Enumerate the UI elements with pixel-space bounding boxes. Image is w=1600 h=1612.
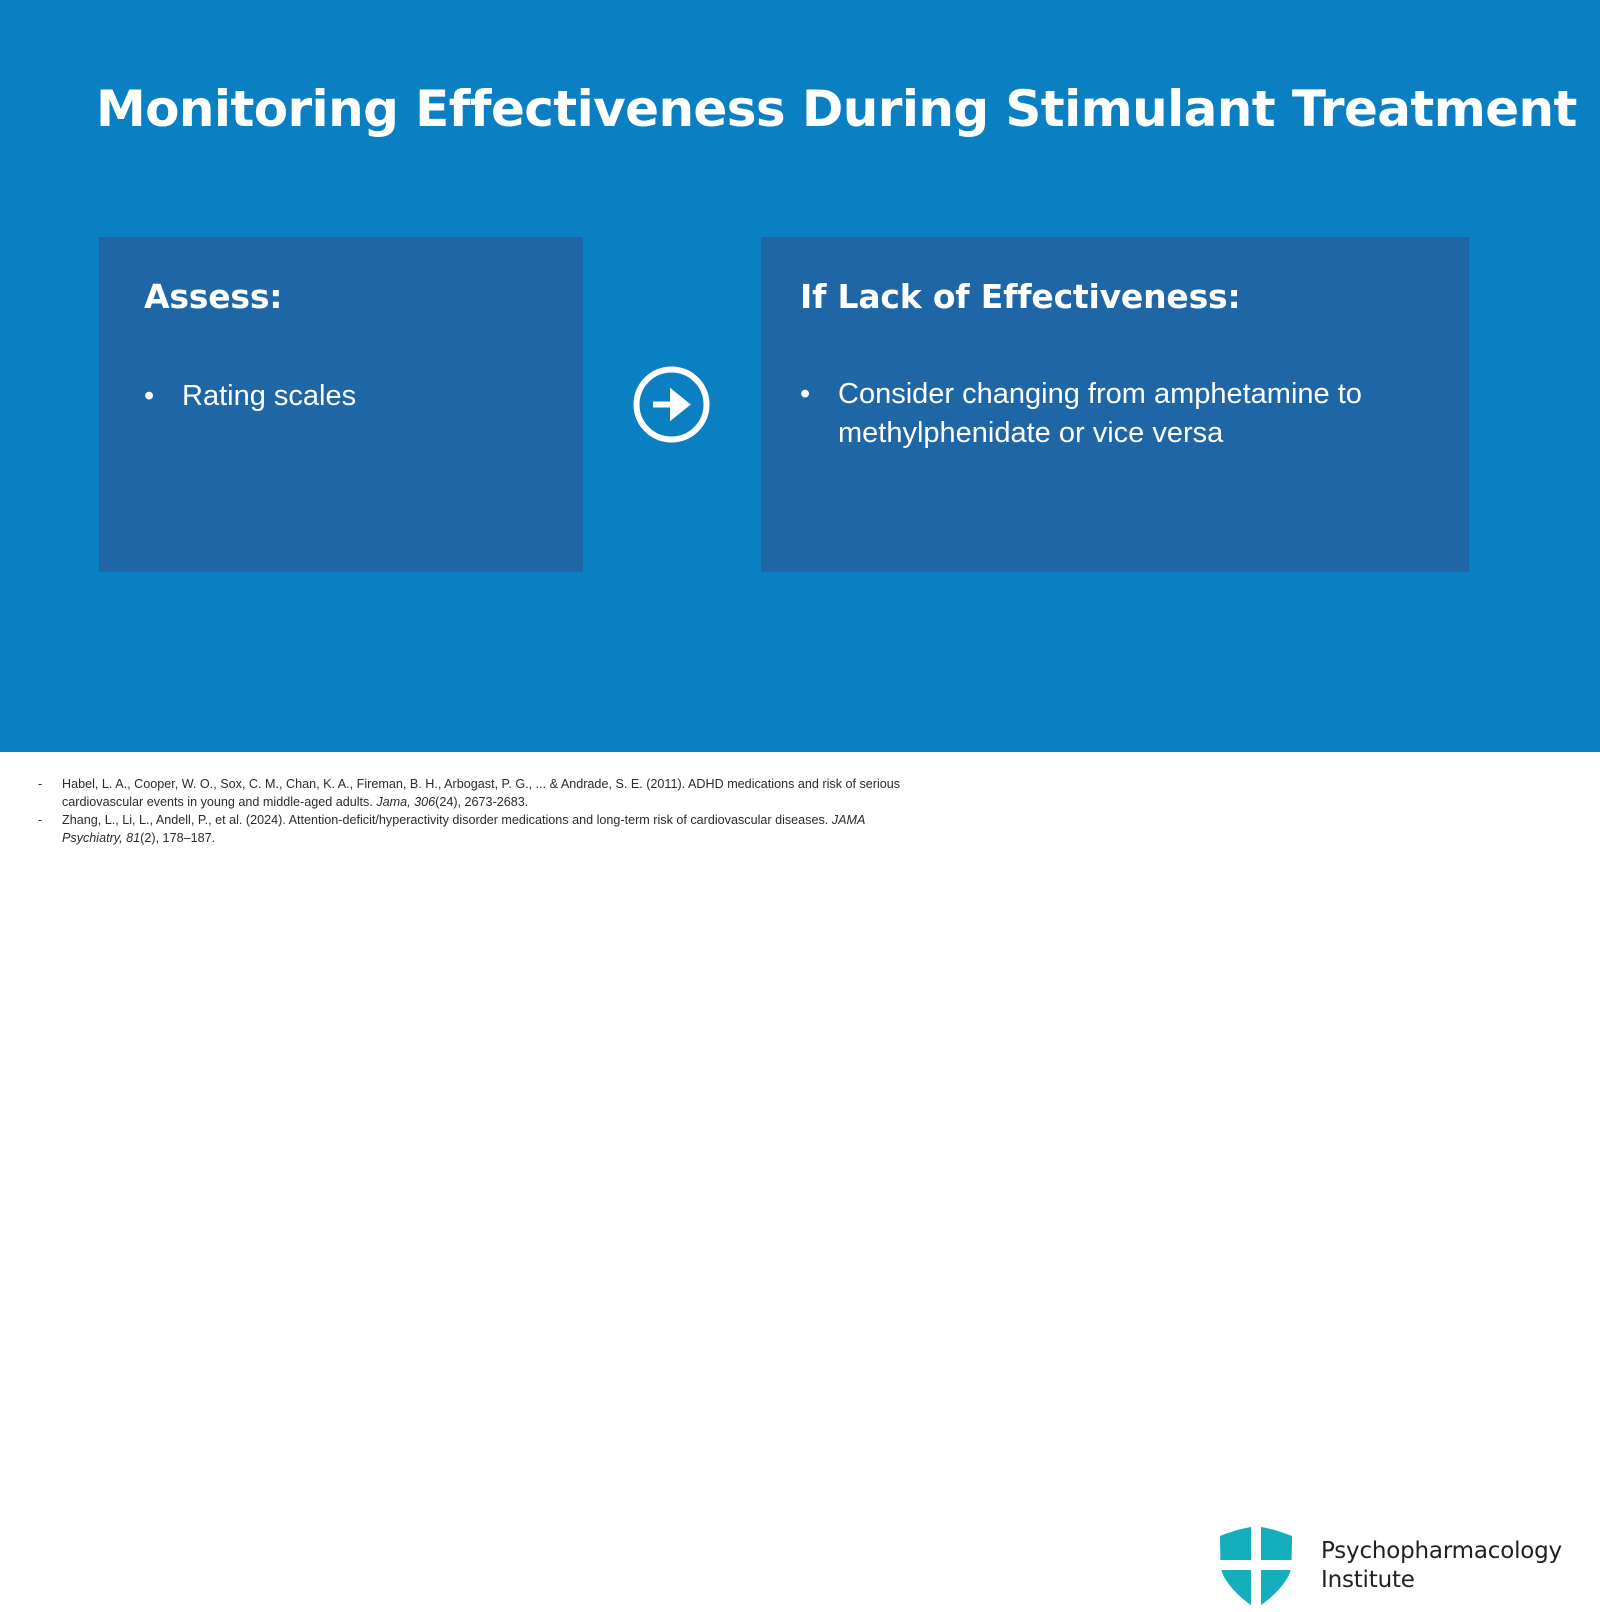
page-title: Monitoring Effectiveness During Stimulan… (96, 79, 1577, 138)
reference-text: Habel, L. A., Cooper, W. O., Sox, C. M.,… (62, 777, 901, 809)
slide-body: Monitoring Effectiveness During Stimulan… (0, 0, 1600, 752)
arrow-right-circle-icon (631, 364, 712, 445)
lack-of-effectiveness-bullet-list: • Consider changing from amphetamine to … (800, 375, 1439, 454)
list-item-label: Consider changing from amphetamine to me… (838, 377, 1362, 450)
slide-footer: - Habel, L. A., Cooper, W. O., Sox, C. M… (0, 752, 1600, 1605)
brand-name-line-2: Institute (1321, 1567, 1415, 1593)
reference-marker: - (38, 812, 43, 827)
lack-of-effectiveness-card-heading: If Lack of Effectiveness: (800, 277, 1241, 316)
bullet-marker-icon: • (800, 377, 811, 410)
brand-name-line-1: Psychopharmacology (1321, 1537, 1562, 1564)
list-item: • Rating scales (144, 377, 549, 416)
brand-logo: Psychopharmacology Institute (1215, 1520, 1562, 1612)
reference-list: - Habel, L. A., Cooper, W. O., Sox, C. M… (38, 776, 918, 848)
assess-card-heading: Assess: (144, 277, 283, 316)
reference-item: - Habel, L. A., Cooper, W. O., Sox, C. M… (38, 776, 918, 812)
reference-item: - Zhang, L., Li, L., Andell, P., et al. … (38, 812, 918, 848)
list-item: • Consider changing from amphetamine to … (800, 375, 1439, 454)
lack-of-effectiveness-card: If Lack of Effectiveness: • Consider cha… (761, 237, 1469, 572)
brand-name: Psychopharmacology Institute (1321, 1537, 1562, 1596)
assess-card: Assess: • Rating scales (99, 237, 583, 572)
list-item-label: Rating scales (182, 379, 357, 412)
shield-cross-icon (1215, 1524, 1297, 1608)
reference-marker: - (38, 777, 43, 791)
reference-text: Zhang, L., Li, L., Andell, P., et al. (2… (62, 812, 865, 845)
assess-card-bullet-list: • Rating scales (144, 377, 549, 416)
bullet-marker-icon: • (144, 379, 155, 412)
